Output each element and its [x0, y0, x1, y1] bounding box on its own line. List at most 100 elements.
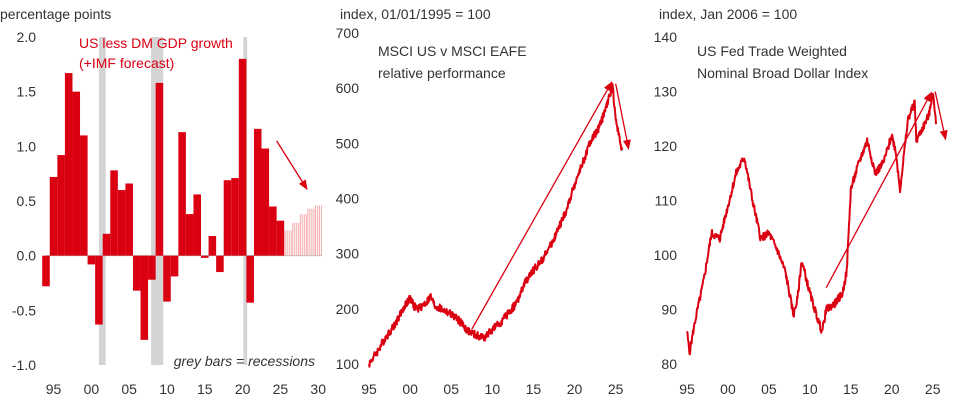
y-tick-layer: 2.0 1.5 1.0 0.5 0.0 -0.5 -1.0: [12, 29, 36, 373]
trend-arrowhead: [939, 129, 948, 141]
bar: [57, 155, 65, 256]
y-tick-label: 700: [336, 25, 360, 41]
annotation-line-1: US less DM GDP growth: [79, 35, 233, 51]
x-tick-label: 00: [84, 381, 100, 397]
y-tick-label: 90: [661, 302, 677, 318]
x-tick-label: 10: [159, 381, 175, 397]
trend-arrowhead: [298, 179, 308, 191]
bar: [125, 183, 133, 256]
bar: [49, 176, 58, 256]
forecast-bar: [284, 230, 292, 256]
annotation-line-1: US Fed Trade Weighted: [697, 43, 847, 59]
y-tick-label: 600: [336, 80, 360, 96]
bar: [140, 255, 149, 340]
y-tick-layer: 700 600 500 400 300 200 100: [336, 25, 360, 372]
trend-arrowhead: [603, 80, 613, 92]
annotation-line-2: (+IMF forecast): [79, 55, 174, 71]
forecast-bar: [299, 214, 307, 256]
x-tick-label: 25: [925, 381, 941, 397]
y-tick-layer: 140 130 120 110 100 90 80: [654, 29, 678, 372]
y-tick-label: -1.0: [12, 357, 36, 373]
panel-dollar-index: 140 130 120 110 100 90 80 95 00 05 10 15 20 25 index…: [654, 6, 948, 397]
x-tick-label: 00: [402, 381, 418, 397]
trend-arrow: [615, 83, 628, 141]
bar: [193, 194, 202, 256]
annotation-line-1: MSCI US v MSCI EAFE: [378, 43, 527, 59]
bar: [238, 58, 247, 256]
y-tick-label: 300: [336, 246, 360, 262]
bar: [223, 180, 232, 256]
y-tick-label: 140: [654, 29, 678, 45]
unit-label: index, Jan 2006 = 100: [659, 6, 797, 22]
y-tick-label: 2.0: [17, 29, 37, 45]
bar: [80, 135, 88, 256]
arrow-layer: [276, 140, 308, 191]
x-tick-label: 15: [197, 381, 213, 397]
y-tick-label: 1.0: [17, 138, 37, 154]
forecast-bar: [292, 222, 300, 256]
bar: [87, 255, 96, 265]
bar: [216, 255, 224, 273]
trend-arrow: [825, 99, 928, 289]
annotation-line-2: Nominal Broad Dollar Index: [697, 65, 868, 81]
bar: [208, 235, 217, 256]
arrow-layer: [825, 91, 948, 289]
x-tick-label: 05: [761, 381, 777, 397]
series-line: [686, 92, 937, 356]
x-tick-label: 30: [310, 381, 326, 397]
y-tick-label: 400: [336, 191, 360, 207]
bar: [253, 128, 262, 256]
trend-arrow: [934, 91, 945, 131]
x-tick-label: 95: [361, 381, 377, 397]
forecast-bar: [314, 205, 322, 256]
bar: [95, 255, 103, 325]
bar: [276, 220, 285, 256]
bar-layer: [42, 58, 322, 340]
y-tick-label: 100: [336, 356, 360, 372]
x-tick-layer: 95 00 05 10 15 20 25 30: [46, 381, 326, 397]
series-line: [368, 82, 624, 368]
y-tick-label: 0.5: [17, 193, 37, 209]
trend-arrow: [276, 140, 303, 182]
x-tick-label: 95: [679, 381, 695, 397]
trend-arrowhead: [622, 139, 631, 150]
y-tick-label: -0.5: [12, 302, 36, 318]
unit-label: index, 01/01/1995 = 100: [340, 6, 491, 22]
x-tick-layer: 95 00 05 10 15 20 25: [679, 381, 941, 397]
bar: [185, 214, 194, 256]
x-tick-label: 95: [46, 381, 62, 397]
bar: [201, 255, 209, 258]
x-tick-label: 05: [443, 381, 459, 397]
recession-note: grey bars = recessions: [174, 353, 315, 369]
y-tick-label: 130: [654, 84, 678, 100]
y-tick-label: 120: [654, 138, 678, 154]
unit-label: percentage points: [0, 6, 111, 22]
bar: [132, 255, 141, 291]
y-tick-label: 500: [336, 135, 360, 151]
x-tick-label: 15: [843, 381, 859, 397]
x-tick-label: 10: [485, 381, 501, 397]
x-tick-label: 05: [121, 381, 137, 397]
annotation-line-2: relative performance: [378, 65, 506, 81]
trend-arrow: [471, 89, 609, 330]
y-tick-label: 100: [654, 247, 678, 263]
y-tick-label: 0.0: [17, 248, 37, 264]
bar: [155, 82, 164, 256]
x-tick-label: 20: [884, 381, 900, 397]
bar: [64, 73, 73, 256]
x-tick-label: 20: [235, 381, 251, 397]
bar: [102, 233, 111, 256]
x-tick-label: 10: [802, 381, 818, 397]
bar: [231, 178, 239, 256]
arrow-layer: [471, 80, 631, 330]
x-tick-label: 25: [608, 381, 624, 397]
bar: [261, 148, 270, 256]
forecast-bar: [307, 208, 315, 256]
x-tick-label: 15: [526, 381, 542, 397]
y-tick-label: 80: [661, 356, 677, 372]
bar: [170, 255, 179, 277]
bar: [42, 255, 50, 287]
bar: [269, 206, 277, 256]
x-tick-label: 25: [273, 381, 289, 397]
bar: [163, 255, 171, 302]
